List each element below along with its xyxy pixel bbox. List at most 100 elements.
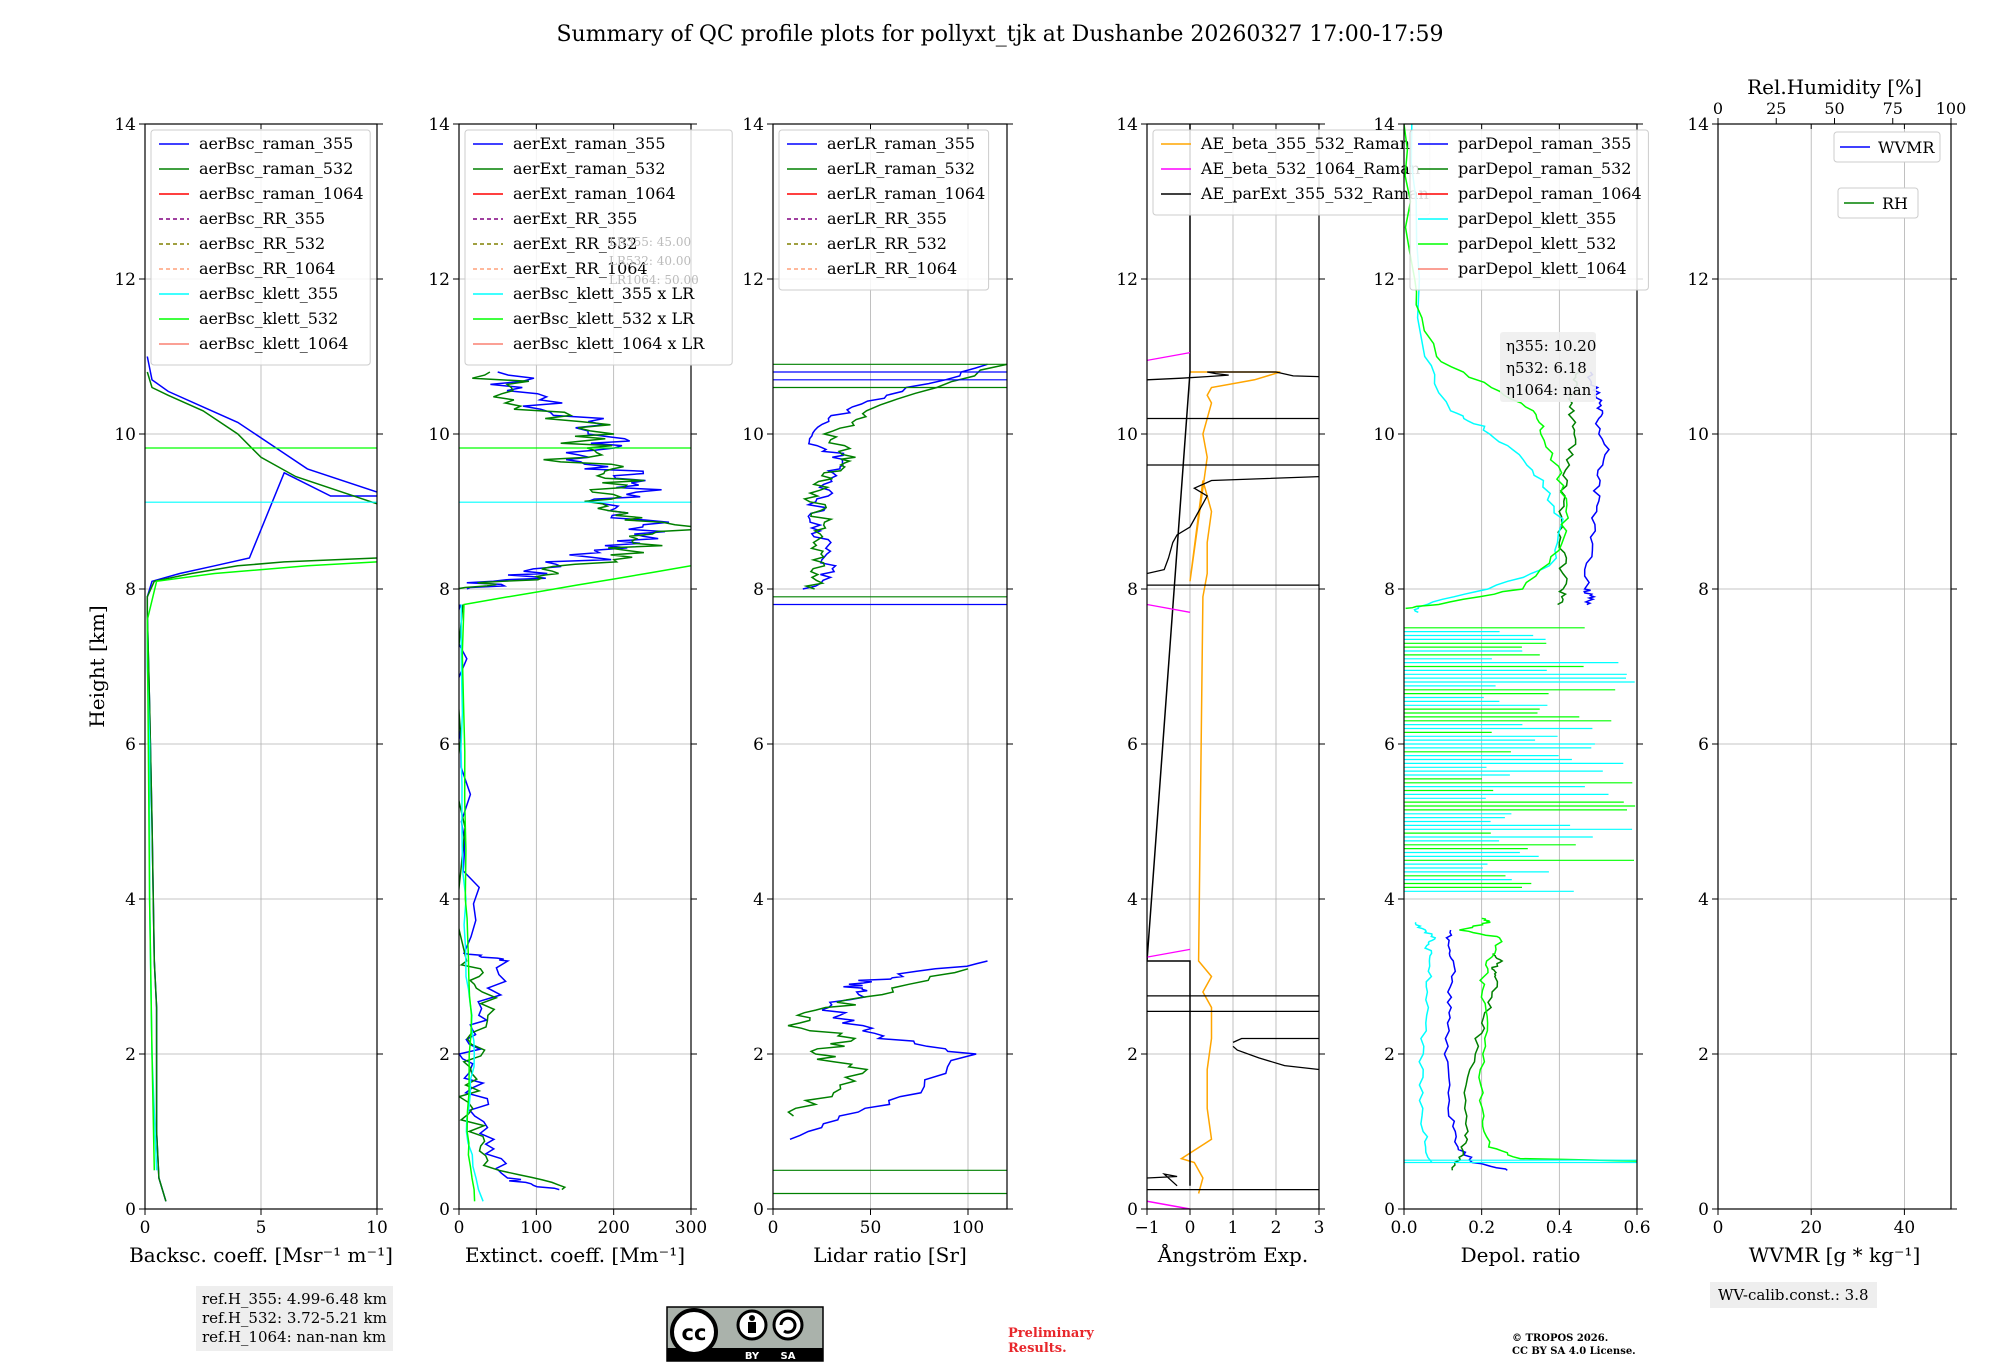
x-tick-label: 20	[1800, 1218, 1822, 1238]
legend-entry: aerLR_raman_355	[827, 134, 975, 153]
series-lr-raman-355-low	[789, 960, 988, 1140]
panel-lidar_ratio: 0 50 100 0 2 4 6 8 10 12 14 Lidar ratio [Sr] aerLR_r…	[742, 115, 1013, 1267]
legend-entry: aerBsc_klett_532 x LR	[513, 309, 695, 328]
legend-box	[1837, 187, 1919, 219]
panel-backscatter: 0 5 10 0 2 4 6 8 10 12 14 Backsc. coeff. [Msr⁻¹ m⁻¹…	[85, 115, 393, 1267]
y-tick-label: 10	[1116, 425, 1138, 445]
x-tick-label: 50	[860, 1218, 882, 1238]
x-axis-label: WVMR [g * kg⁻¹]	[1749, 1243, 1921, 1267]
y-tick-label: 10	[114, 425, 136, 445]
y-tick-label: 6	[753, 735, 764, 755]
legend-box	[464, 129, 733, 366]
legend-entry: aerExt_raman_1064	[513, 184, 676, 203]
y-tick-label: 6	[439, 735, 450, 755]
legend-entry: aerBsc_raman_355	[199, 134, 353, 153]
series-AE_beta_355_532_Raman	[1179, 371, 1281, 1194]
series-lr-raman-355-high	[802, 363, 988, 590]
series-upper-raman_532	[146, 371, 377, 505]
y-tick-label: 0	[1698, 1200, 1709, 1220]
legend-entry: aerBsc_klett_355 x LR	[513, 284, 695, 303]
series-ae-beta-532-1064-top	[1147, 351, 1191, 362]
eta-label: η532: 6.18	[1506, 359, 1587, 377]
series-ae-parext-top	[1147, 371, 1319, 381]
x-tick-label: 2	[1271, 1218, 1282, 1238]
y-tick-label: 8	[1384, 580, 1395, 600]
legend-entry: aerBsc_klett_1064 x LR	[513, 334, 705, 353]
plot-area	[1147, 124, 1319, 1209]
legend-entry: aerBsc_raman_1064	[199, 184, 364, 203]
x2-tick-label: 75	[1883, 99, 1903, 118]
legend-entry: parDepol_klett_355	[1458, 209, 1616, 228]
y-tick-label: 12	[742, 270, 764, 290]
y-tick-label: 12	[1116, 270, 1138, 290]
y-tick-label: 2	[1698, 1045, 1709, 1065]
y-tick-label: 14	[1373, 115, 1395, 135]
y-tick-label: 2	[125, 1045, 136, 1065]
y-tick-label: 0	[753, 1200, 764, 1220]
series-lr-raman-532-high	[802, 363, 1007, 590]
series-upper-raman_355	[1583, 371, 1610, 606]
y-tick-label: 8	[1127, 580, 1138, 600]
y-tick-label: 0	[125, 1200, 136, 1220]
y-tick-label: 14	[114, 115, 136, 135]
y-tick-label: 6	[1127, 735, 1138, 755]
series-parDepol_klett_532	[1459, 917, 1637, 1162]
legend-entry: aerLR_RR_532	[827, 234, 947, 253]
x-tick-label: 0	[1185, 1218, 1196, 1238]
series-ext-raman-355-high	[466, 371, 670, 590]
y-tick-label: 6	[1384, 735, 1395, 755]
series-ae-parext-mid	[1147, 475, 1319, 575]
legend-entry: AE_beta_355_532_Raman	[1200, 134, 1410, 153]
series-upper-klett_355	[1410, 124, 1564, 613]
y-tick-label: 2	[1127, 1045, 1138, 1065]
x-tick-label: 100	[952, 1218, 984, 1238]
legend-entry: aerBsc_RR_355	[199, 209, 325, 228]
legend-entry: aerBsc_RR_1064	[199, 259, 335, 278]
series-ae-parext-low	[1232, 1045, 1319, 1071]
y-tick-label: 4	[753, 890, 764, 910]
y-tick-label: 8	[1698, 580, 1709, 600]
y-tick-label: 12	[1373, 270, 1395, 290]
x2-tick-label: 25	[1766, 99, 1786, 118]
y-tick-label: 0	[1127, 1200, 1138, 1220]
y-tick-label: 6	[1698, 735, 1709, 755]
y-tick-label: 2	[1384, 1045, 1395, 1065]
y-tick-label: 8	[439, 580, 450, 600]
legend-entry: parDepol_klett_532	[1458, 234, 1616, 253]
series-AE_parExt_355_532_Raman	[1147, 124, 1191, 1186]
copyright-line-2: CC BY SA 4.0 License.	[1512, 1346, 1636, 1357]
legend-box	[1833, 131, 1941, 163]
cc-sa-label: SA	[781, 1351, 796, 1362]
y-tick-label: 2	[439, 1045, 450, 1065]
y-tick-label: 8	[753, 580, 764, 600]
y-tick-label: 2	[753, 1045, 764, 1065]
legend-entry: aerExt_RR_355	[513, 209, 637, 228]
x-axis-label: Backsc. coeff. [Msr⁻¹ m⁻¹]	[129, 1243, 393, 1267]
copyright-line-1: © TROPOS 2026.	[1512, 1333, 1609, 1344]
legend-box	[778, 129, 990, 291]
legend-entry: AE_parExt_355_532_Raman	[1200, 184, 1429, 203]
x-tick-label: 3	[1314, 1218, 1325, 1238]
copyright-note: © TROPOS 2026. CC BY SA 4.0 License.	[1512, 1332, 1636, 1358]
y-tick-label: 4	[1384, 890, 1395, 910]
legend-entry: aerExt_raman_355	[513, 134, 666, 153]
plot-area	[773, 363, 1007, 1195]
series-lr-raman-532-low	[787, 968, 969, 1117]
legend-entry: aerBsc_klett_1064	[199, 334, 348, 353]
legend-entry: RH	[1882, 194, 1908, 213]
x-tick-label: 40	[1894, 1218, 1916, 1238]
lr-label: LR1064: 50.00	[609, 273, 699, 287]
legend-entry: aerLR_raman_532	[827, 159, 975, 178]
cc-by-label: BY	[745, 1351, 760, 1362]
x-tick-label: 0.2	[1468, 1218, 1495, 1238]
y-tick-label: 14	[1116, 115, 1138, 135]
x-tick-label: 0.6	[1623, 1218, 1650, 1238]
series-aerBsc_raman_532	[146, 557, 377, 1202]
y-tick-label: 4	[439, 890, 450, 910]
figure-title: Summary of QC profile plots for pollyxt_…	[556, 22, 1444, 47]
y-tick-label: 8	[125, 580, 136, 600]
plot-area	[1404, 124, 1637, 1171]
series-upper-klett_532	[1404, 124, 1570, 610]
